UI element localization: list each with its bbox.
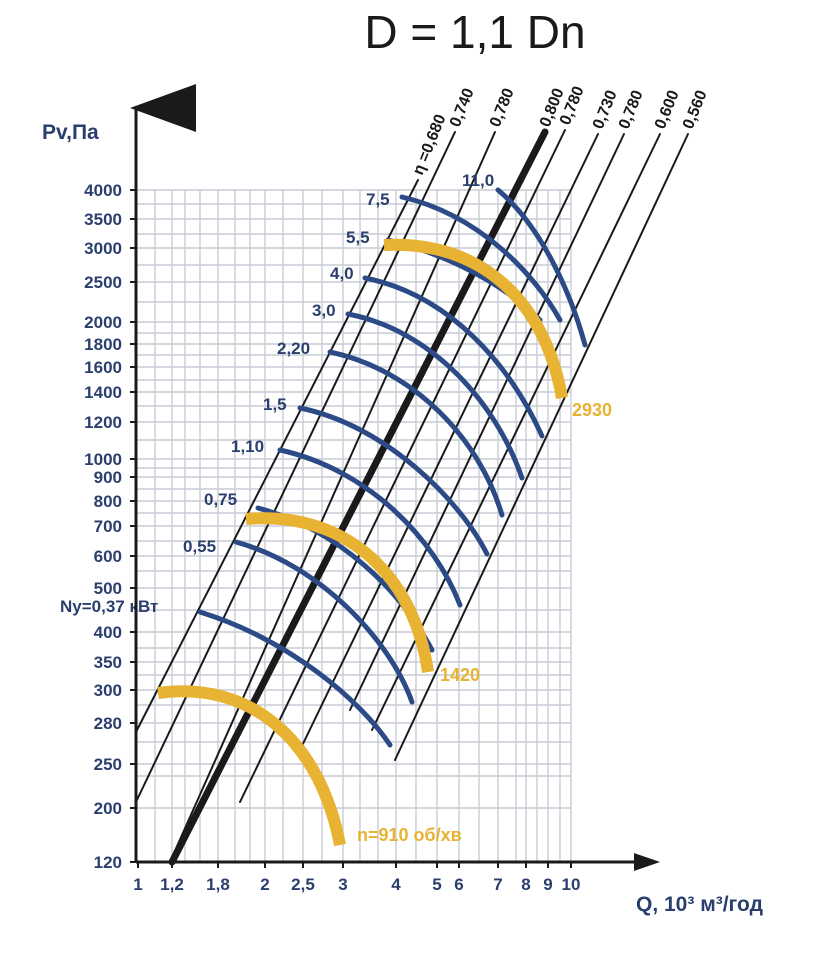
power-curve-label: 11,0 — [462, 171, 494, 190]
y-tick-label: 350 — [94, 653, 122, 672]
x-tick-label: 1 — [133, 875, 142, 894]
power-curve — [197, 609, 393, 748]
power-curve — [345, 311, 525, 481]
efficiency-label: 0,600 — [652, 88, 683, 132]
y-tick-label: 280 — [94, 714, 122, 733]
power-curve-label: 7,5 — [366, 190, 390, 209]
speed-curves: n=910 об/хв 1420 2930 — [157, 238, 612, 847]
y-tick-label: 250 — [94, 755, 122, 774]
y-tick-label: 500 — [94, 579, 122, 598]
chart-title: D = 1,1 Dn — [364, 6, 585, 58]
x-axis-label: Q, 10³ м³/год — [636, 893, 763, 916]
x-tick-label: 1,8 — [206, 875, 230, 894]
power-curve — [297, 405, 490, 557]
y-tick-label: 120 — [94, 853, 122, 872]
y-tick-label: 1600 — [84, 358, 122, 377]
y-axis-label: Pv,Па — [42, 121, 99, 144]
speed-curve-label: n=910 об/хв — [357, 825, 462, 845]
speed-curve — [157, 685, 346, 847]
y-tick-label: 3000 — [84, 239, 122, 258]
efficiency-line — [135, 179, 419, 733]
efficiency-line — [239, 129, 566, 803]
x-tick-label: 5 — [432, 875, 441, 894]
efficiency-line — [299, 133, 599, 751]
x-tick-label: 8 — [521, 875, 530, 894]
power-curve-label: 1,10 — [231, 437, 264, 456]
power-curve-label: Ny=0,37 кВт — [60, 597, 158, 616]
x-tick-label: 10 — [562, 875, 581, 894]
y-tick-label: 200 — [94, 799, 122, 818]
y-tick-label: 2000 — [84, 313, 122, 332]
efficiency-label: η =0,680 — [410, 112, 450, 177]
x-tick-label: 1,2 — [160, 875, 184, 894]
power-curve — [233, 539, 415, 705]
power-curve-label: 5,5 — [346, 228, 370, 247]
efficiency-line — [349, 133, 625, 711]
x-tick-label: 2,5 — [291, 875, 315, 894]
efficiency-line — [394, 133, 689, 761]
power-curve — [362, 275, 545, 439]
power-curve — [495, 187, 588, 348]
y-tick-label: 600 — [94, 547, 122, 566]
power-curve — [277, 447, 463, 608]
x-tick-label: 6 — [454, 875, 463, 894]
axes — [130, 84, 660, 871]
y-tick-label: 4000 — [84, 181, 122, 200]
efficiency-label: 0,740 — [447, 86, 478, 130]
speed-curve-label: 2930 — [572, 400, 612, 420]
x-tick-labels: 1 1,2 1,8 2 2,5 3 4 5 6 7 8 9 10 — [133, 862, 580, 894]
speed-curve — [245, 512, 434, 673]
power-curve-label: 4,0 — [330, 264, 354, 283]
y-tick-label: 800 — [94, 492, 122, 511]
y-tick-label: 1800 — [84, 335, 122, 354]
power-curve-label: 0,75 — [204, 490, 237, 509]
speed-curve-label: 1420 — [440, 665, 480, 685]
power-curve-label: 1,5 — [263, 395, 287, 414]
power-curve — [327, 349, 505, 518]
x-tick-label: 7 — [493, 875, 502, 894]
power-curve-label: 3,0 — [312, 301, 336, 320]
power-curve-label: 0,55 — [183, 537, 216, 556]
y-tick-label: 700 — [94, 517, 122, 536]
y-tick-label: 1200 — [84, 413, 122, 432]
efficiency-label: 0,560 — [680, 88, 711, 132]
speed-curve — [383, 238, 568, 400]
efficiency-line — [168, 128, 549, 866]
efficiency-line — [135, 131, 456, 803]
x-tick-label: 9 — [543, 875, 552, 894]
x-tick-label: 4 — [391, 875, 401, 894]
power-curve-label: 2,20 — [277, 339, 310, 358]
y-tick-label: 400 — [94, 623, 122, 642]
y-tick-label: 900 — [94, 468, 122, 487]
y-tick-labels: 120 200 250 280 300 350 400 500 600 700 800 9001000… — [84, 181, 136, 872]
y-tick-label: 2500 — [84, 273, 122, 292]
x-tick-label: 2 — [260, 875, 269, 894]
power-curve — [399, 194, 563, 323]
grid — [136, 189, 572, 863]
x-axis-arrow — [634, 853, 660, 871]
x-tick-label: 3 — [338, 875, 347, 894]
y-tick-label: 1000 — [84, 450, 122, 469]
y-tick-label: 300 — [94, 681, 122, 700]
y-tick-label: 3500 — [84, 210, 122, 229]
efficiency-label: 0,780 — [487, 86, 518, 130]
y-tick-label: 1400 — [84, 383, 122, 402]
